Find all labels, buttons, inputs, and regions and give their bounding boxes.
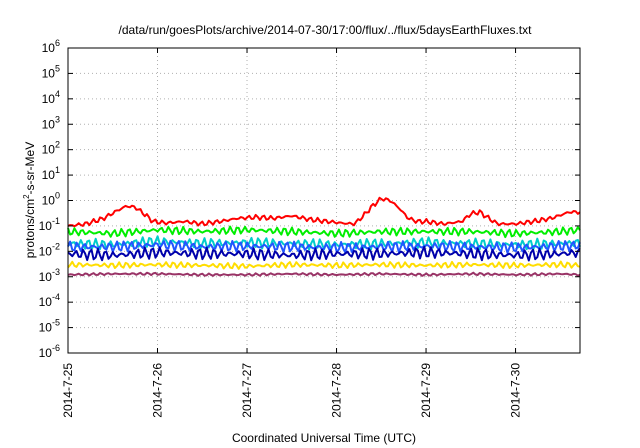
- x-axis-label: Coordinated Universal Time (UTC): [232, 431, 416, 445]
- y-tick-label: 106: [42, 38, 60, 55]
- y-tick-label-base: 10: [39, 321, 53, 335]
- y-tick-label-base: 10: [42, 66, 56, 80]
- y-tick-label: 10-2: [39, 241, 60, 258]
- y-tick-label-exponent: 0: [55, 191, 60, 201]
- y-tick-label: 104: [42, 89, 60, 106]
- series-line-2: [67, 225, 581, 239]
- y-tick-label: 10-5: [39, 318, 60, 335]
- series-lines: [67, 196, 581, 277]
- series-line-1: [67, 196, 581, 228]
- y-tick-label-exponent: 4: [55, 89, 60, 99]
- y-tick-label-exponent: -1: [52, 216, 60, 226]
- y-tick-label: 103: [42, 114, 60, 131]
- y-tick-label: 101: [42, 165, 60, 182]
- series-line-5: [67, 245, 581, 262]
- x-tick-label: 2014-7-29: [419, 363, 433, 418]
- x-tick-label: 2014-7-26: [151, 363, 165, 418]
- y-tick-label: 10-4: [39, 292, 60, 309]
- y-tick-label-exponent: 2: [55, 140, 60, 150]
- y-tick-label: 10-6: [39, 343, 60, 360]
- y-tick-label-exponent: -6: [52, 343, 60, 353]
- y-tick-label: 102: [42, 140, 60, 157]
- y-tick-label: 105: [42, 63, 60, 80]
- y-tick-label: 10-1: [39, 216, 60, 233]
- y-axis-label: protons/cm2-s-sr-MeV: [22, 142, 37, 258]
- y-tick-label-base: 10: [39, 219, 53, 233]
- y-tick-label-base: 10: [39, 270, 53, 284]
- y-tick-label-base: 10: [42, 92, 56, 106]
- y-axis-label-text: protons/cm: [23, 199, 37, 258]
- y-tick-label-exponent: -3: [52, 267, 60, 277]
- axis-ticks: 10-610-510-410-310-210-11001011021031041…: [39, 38, 580, 418]
- y-tick-label-base: 10: [42, 168, 56, 182]
- y-axis-label-unit: -s-sr-MeV: [23, 142, 37, 195]
- y-tick-label-base: 10: [39, 244, 53, 258]
- y-axis-label-superscript: 2: [22, 194, 31, 199]
- y-tick-label-base: 10: [39, 346, 53, 360]
- y-tick-label-exponent: -5: [52, 318, 60, 328]
- chart-title: /data/run/goesPlots/archive/2014-07-30/1…: [119, 23, 533, 37]
- svg-text:protons/cm2-s-sr-MeV: protons/cm2-s-sr-MeV: [22, 142, 37, 258]
- x-tick-label: 2014-7-28: [330, 363, 344, 418]
- x-tick-label: 2014-7-30: [509, 363, 523, 418]
- y-tick-label-exponent: 6: [55, 38, 60, 48]
- y-tick-label-base: 10: [39, 295, 53, 309]
- y-tick-label-exponent: 3: [55, 114, 60, 124]
- y-tick-label-exponent: -4: [52, 292, 60, 302]
- y-tick-label-base: 10: [42, 41, 56, 55]
- series-line-4: [67, 239, 581, 254]
- series-line-6: [67, 260, 581, 270]
- y-tick-label: 10-3: [39, 267, 60, 284]
- y-tick-label-exponent: 5: [55, 63, 60, 73]
- y-tick-label-base: 10: [42, 194, 56, 208]
- y-tick-label-base: 10: [42, 117, 56, 131]
- y-tick-label-base: 10: [42, 143, 56, 157]
- y-tick-label: 100: [42, 191, 60, 208]
- x-tick-label: 2014-7-25: [61, 363, 75, 418]
- y-tick-label-exponent: -2: [52, 241, 60, 251]
- y-tick-label-exponent: 1: [55, 165, 60, 175]
- x-tick-label: 2014-7-27: [240, 363, 254, 418]
- series-line-7: [67, 271, 581, 277]
